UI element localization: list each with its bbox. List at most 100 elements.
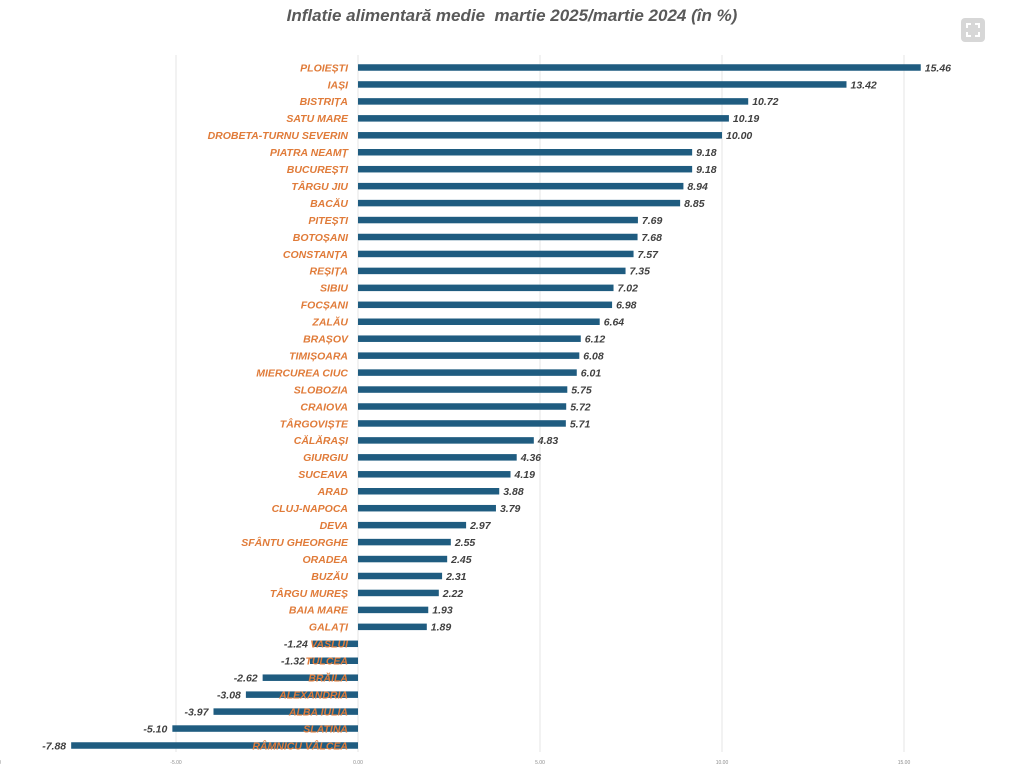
value-label: -2.62 — [234, 673, 258, 685]
value-label: 3.79 — [500, 503, 521, 515]
category-label: DROBETA-TURNU SEVERIN — [208, 130, 349, 142]
bar — [358, 98, 749, 105]
value-label: 2.31 — [445, 571, 467, 583]
bar — [358, 115, 729, 122]
category-label: PITEȘTI — [308, 215, 349, 227]
category-label: CONSTANȚA — [283, 249, 348, 261]
value-label: 5.72 — [570, 401, 591, 413]
bar — [358, 504, 496, 512]
x-tick-label: -10.00 — [0, 760, 1, 766]
category-label: TULCEA — [305, 656, 348, 668]
expand-button[interactable] — [961, 18, 985, 42]
value-label: 9.18 — [696, 147, 717, 159]
category-label: BUZĂU — [311, 570, 348, 583]
bar — [358, 623, 427, 631]
value-label: -1.32 — [281, 656, 305, 668]
category-label: ORADEA — [302, 554, 348, 566]
value-label: 6.64 — [604, 317, 625, 329]
value-label: 7.57 — [638, 249, 660, 261]
value-label: 1.93 — [432, 605, 453, 617]
bar — [358, 454, 517, 461]
category-label: CĂLĂRAȘI — [294, 434, 349, 447]
bar — [213, 708, 358, 715]
bar — [358, 589, 439, 597]
value-label: -3.97 — [185, 706, 210, 718]
bar — [358, 606, 429, 614]
value-label: 8.94 — [687, 181, 708, 193]
value-label: 10.19 — [733, 113, 759, 125]
bar — [358, 132, 722, 139]
value-label: 7.69 — [642, 215, 663, 227]
value-label: 2.45 — [450, 554, 472, 566]
value-label: 9.18 — [696, 164, 717, 176]
value-label: -5.10 — [143, 723, 167, 735]
category-label: BACĂU — [310, 197, 348, 210]
category-label: BOTOȘANI — [293, 232, 349, 244]
category-label: IAȘI — [328, 79, 350, 91]
x-tick-label: 5.00 — [535, 760, 545, 766]
bar — [358, 420, 566, 427]
bar — [358, 81, 847, 88]
bar — [358, 301, 613, 309]
category-label: TÂRGU MUREȘ — [270, 587, 348, 600]
category-label: SLATINA — [303, 723, 348, 735]
category-label: ZALĂU — [311, 316, 348, 329]
bar — [358, 233, 638, 241]
bar — [358, 165, 693, 173]
bar — [358, 488, 500, 495]
value-label: 2.97 — [469, 520, 492, 532]
value-label: 13.42 — [850, 79, 876, 91]
category-label: PLOIEȘTI — [300, 62, 349, 74]
category-label: ARAD — [317, 486, 349, 498]
value-labels: 15.46 13.42 10.72 10.19 10.00 9.18 9.18 8.94 8.8… — [42, 62, 951, 752]
value-label: 6.98 — [616, 300, 637, 312]
value-label: -3.08 — [217, 689, 241, 701]
category-label: BRĂILA — [308, 672, 348, 685]
bar — [358, 250, 634, 258]
category-label: VASLUI — [310, 639, 349, 651]
bar — [172, 725, 358, 732]
category-label: PIATRA NEAMȚ — [270, 147, 350, 159]
bar — [358, 149, 693, 156]
bar — [358, 471, 511, 478]
category-label: REȘIȚA — [309, 266, 348, 278]
bar — [358, 182, 684, 190]
bar — [312, 640, 358, 648]
value-label: 3.88 — [503, 486, 524, 498]
category-label: GIURGIU — [303, 452, 348, 464]
bar — [358, 352, 580, 359]
bar — [358, 555, 448, 563]
value-label: 1.89 — [431, 622, 452, 634]
value-label: 8.85 — [684, 198, 705, 210]
value-label: 6.01 — [581, 367, 602, 379]
category-label: RÂMNICU VÂLCEA — [252, 739, 348, 752]
category-label: ALBA IULIA — [288, 706, 348, 718]
value-label: 5.71 — [570, 418, 591, 430]
category-label: TÂRGOVIȘTE — [280, 417, 349, 430]
bar — [358, 538, 451, 546]
bar — [262, 674, 358, 681]
value-label: 6.12 — [585, 334, 606, 346]
x-tick-label: 15.00 — [898, 760, 911, 766]
category-label: BRAȘOV — [303, 334, 349, 346]
bar — [358, 335, 581, 342]
bar — [358, 403, 567, 410]
bar — [358, 572, 443, 580]
chart-title: Inflatie alimentară medie martie 2025/ma… — [286, 6, 738, 25]
category-label: DEVA — [320, 520, 348, 532]
bar — [71, 742, 358, 749]
category-label: SUCEAVA — [298, 469, 348, 481]
category-label: CLUJ-NAPOCA — [272, 503, 348, 515]
value-label: 15.46 — [925, 62, 951, 74]
value-label: 6.08 — [583, 350, 604, 362]
bar — [245, 691, 358, 698]
category-label: SLOBOZIA — [294, 384, 348, 396]
category-label: BISTRIȚA — [300, 96, 348, 108]
category-label: SFÂNTU GHEORGHE — [241, 536, 349, 549]
category-label: MIERCUREA CIUC — [256, 367, 348, 379]
x-tick-label: 0.00 — [353, 760, 363, 766]
category-label: SATU MARE — [286, 113, 349, 125]
value-label: 10.72 — [752, 96, 778, 108]
bar — [358, 216, 638, 224]
